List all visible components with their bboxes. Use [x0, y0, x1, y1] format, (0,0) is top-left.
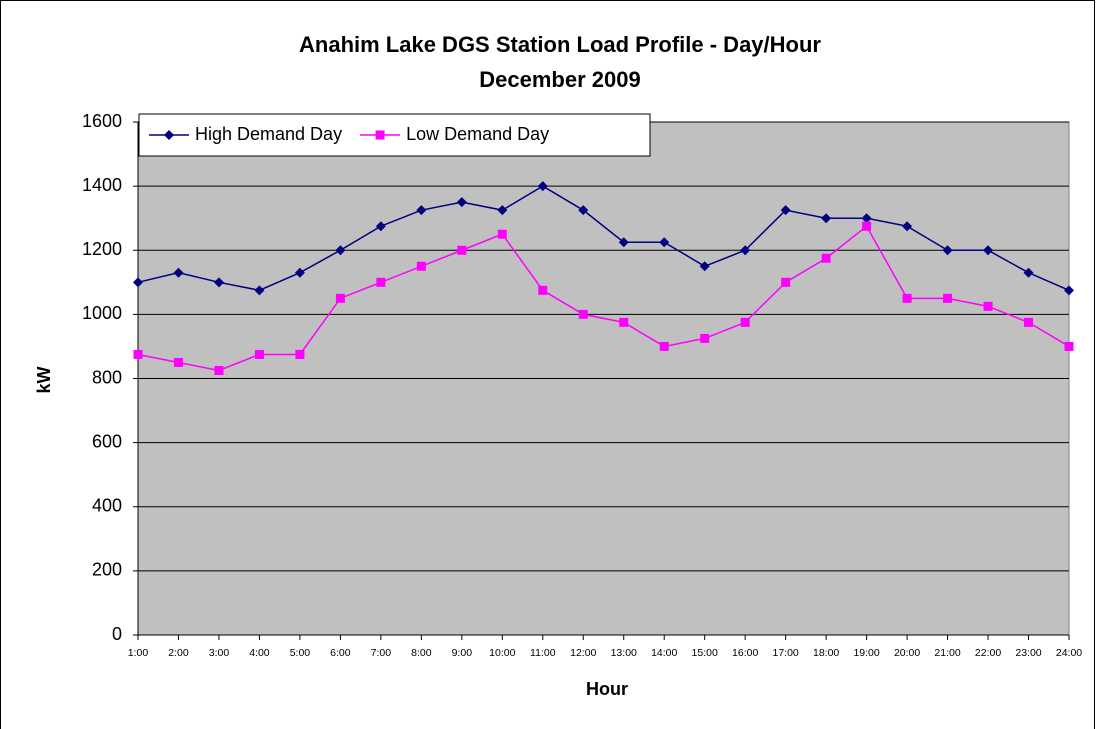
y-tick-label: 200: [92, 560, 122, 580]
marker: [416, 205, 427, 216]
marker: [214, 365, 224, 375]
marker: [578, 205, 589, 216]
x-tick-label: 19:00: [853, 647, 879, 659]
y-tick-label: 0: [112, 624, 122, 644]
marker: [254, 285, 265, 296]
x-axis-label: Hour: [586, 679, 628, 699]
marker: [942, 245, 953, 256]
marker: [780, 205, 791, 216]
marker: [983, 301, 993, 311]
y-tick-label: 1200: [82, 239, 122, 259]
y-tick-label: 1600: [82, 111, 122, 131]
y-tick-label: 600: [92, 431, 122, 451]
marker: [659, 341, 669, 351]
x-tick-label: 16:00: [732, 647, 758, 659]
x-tick-label: 11:00: [530, 647, 556, 659]
marker: [781, 277, 791, 287]
x-tick-label: 5:00: [290, 647, 311, 659]
marker: [254, 349, 264, 359]
marker: [699, 261, 710, 272]
x-tick-label: 24:00: [1056, 647, 1082, 659]
x-tick-label: 9:00: [452, 647, 473, 659]
marker: [740, 317, 750, 327]
x-tick-label: 7:00: [371, 647, 392, 659]
legend-label: Low Demand Day: [406, 124, 549, 144]
marker: [376, 277, 386, 287]
marker: [861, 213, 872, 224]
y-tick-label: 800: [92, 367, 122, 387]
marker: [619, 317, 629, 327]
x-tick-label: 8:00: [411, 647, 432, 659]
marker: [497, 205, 508, 216]
marker: [457, 245, 467, 255]
x-tick-label: 12:00: [570, 647, 596, 659]
marker: [416, 261, 426, 271]
x-tick-label: 22:00: [975, 647, 1001, 659]
marker: [578, 309, 588, 319]
marker: [213, 277, 224, 288]
marker: [173, 267, 184, 278]
x-tick-label: 17:00: [773, 647, 799, 659]
marker: [335, 245, 346, 256]
x-tick-label: 10:00: [489, 647, 515, 659]
marker: [375, 221, 386, 232]
legend-marker: [375, 130, 385, 140]
x-tick-label: 23:00: [1015, 647, 1041, 659]
x-tick-label: 20:00: [894, 647, 920, 659]
x-tick-label: 15:00: [692, 647, 718, 659]
x-tick-label: 6:00: [330, 647, 351, 659]
x-tick-label: 1:00: [128, 647, 149, 659]
marker: [456, 197, 467, 208]
x-tick-label: 2:00: [168, 647, 189, 659]
marker: [1064, 341, 1074, 351]
legend-label: High Demand Day: [195, 124, 342, 144]
marker: [983, 245, 994, 256]
marker: [335, 293, 345, 303]
x-tick-label: 13:00: [611, 647, 637, 659]
marker: [538, 285, 548, 295]
x-tick-label: 21:00: [934, 647, 960, 659]
marker: [902, 221, 913, 232]
series-line: [137, 225, 1070, 372]
x-tick-label: 18:00: [813, 647, 839, 659]
marker: [821, 253, 831, 263]
marker: [1023, 267, 1034, 278]
marker: [1024, 317, 1034, 327]
marker: [618, 237, 629, 248]
marker: [943, 293, 953, 303]
x-tick-label: 14:00: [651, 647, 677, 659]
y-axis-label: kW: [34, 366, 54, 393]
marker: [133, 277, 143, 288]
marker: [700, 333, 710, 343]
marker: [537, 181, 548, 192]
y-tick-label: 1400: [82, 175, 122, 195]
marker: [295, 349, 305, 359]
marker: [821, 213, 832, 224]
marker: [1064, 285, 1074, 296]
marker: [659, 237, 670, 248]
marker: [740, 245, 751, 256]
x-tick-label: 3:00: [209, 647, 230, 659]
marker: [173, 357, 183, 367]
x-tick-label: 4:00: [249, 647, 270, 659]
chart-title: Anahim Lake DGS Station Load Profile - D…: [299, 32, 821, 57]
chart-subtitle: December 2009: [479, 67, 640, 92]
marker: [862, 221, 872, 231]
legend-marker: [164, 130, 174, 140]
marker: [902, 293, 912, 303]
marker: [133, 349, 143, 359]
marker: [497, 229, 507, 239]
series-line: [137, 185, 1070, 292]
marker: [294, 267, 305, 278]
y-tick-label: 400: [92, 496, 122, 516]
y-tick-label: 1000: [82, 303, 122, 323]
